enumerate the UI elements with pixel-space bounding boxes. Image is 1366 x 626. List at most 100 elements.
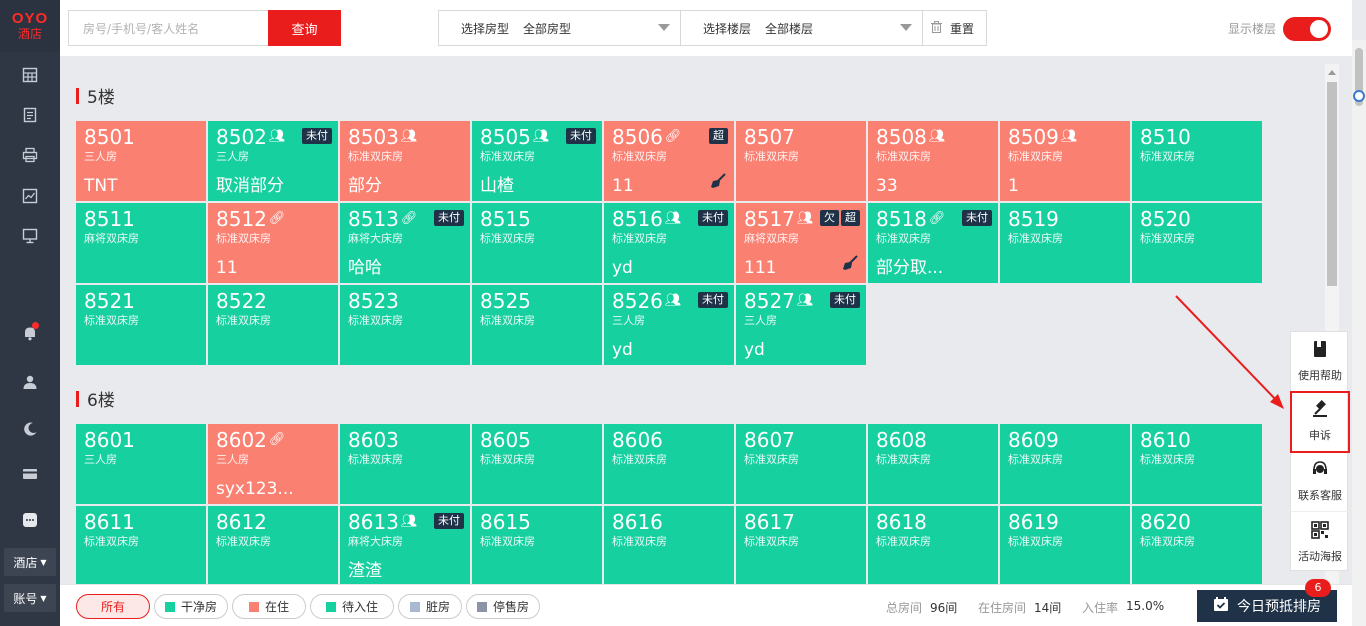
room-tile[interactable]: 8501 三人房 TNT [76,121,206,201]
room-tile[interactable]: 8521 标准双床房 [76,285,206,365]
room-tile[interactable]: 8510 标准双床房 [1132,121,1262,201]
room-tile[interactable]: 8620 标准双床房 [1132,506,1262,584]
help-panel: 使用帮助 申诉 联系客服 活动海报 [1290,331,1350,572]
floor-select[interactable]: 选择楼层 全部楼层 [680,10,923,46]
status-badge: 超 [841,210,860,226]
appeal-button[interactable]: 申诉 [1290,391,1350,453]
account-select[interactable]: 账号 ▼ [4,584,56,612]
room-tile[interactable]: 8519 标准双床房 [1000,203,1130,283]
room-tile[interactable]: 8602 🔗︎ 三人房 syx123... [208,424,338,504]
room-tile[interactable]: 8503 👥︎ 标准双床房 部分 [340,121,470,201]
room-number: 8607 [744,428,795,452]
legend-filter[interactable]: 所有 [76,594,150,619]
room-tile[interactable]: 8509 👥︎ 标准双床房 1 [1000,121,1130,201]
room-tile[interactable]: 8513 🔗︎ 麻将大床房 哈哈 未付 [340,203,470,283]
room-tile[interactable]: 8508 👥︎ 标准双床房 33 [868,121,998,201]
room-tile[interactable]: 8616 标准双床房 [604,506,734,584]
show-floor-toggle[interactable] [1283,17,1331,41]
room-number: 8618 [876,510,927,534]
legend-filter[interactable]: 待入住 [310,594,394,619]
room-tile[interactable]: 8608 标准双床房 [868,424,998,504]
room-tile[interactable]: 8619 标准双床房 [1000,506,1130,584]
room-number: 8505 [480,125,531,149]
chart-icon[interactable] [18,184,42,208]
scroll-handle[interactable] [1353,90,1365,102]
room-number: 8518 [876,207,927,231]
document-icon[interactable] [18,103,42,127]
grid-scrollbar-thumb[interactable] [1327,82,1337,286]
room-tile[interactable]: 8615 标准双床房 [472,506,602,584]
page-scrollbar[interactable] [1352,40,1366,626]
user-icon[interactable] [18,370,42,394]
room-type: 标准双床房 [1140,232,1195,245]
room-type: 三人房 [84,150,117,163]
room-number: 8513 [348,207,399,231]
room-type: 标准双床房 [876,232,931,245]
chat-icon[interactable] [18,508,42,532]
room-tile[interactable]: 8520 标准双床房 [1132,203,1262,283]
room-tile[interactable]: 8601 三人房 [76,424,206,504]
room-number-row: 8511 [84,207,198,231]
room-type: 麻将双床房 [84,232,139,245]
room-number-row: 8608 [876,428,990,452]
guest-name: yd [612,340,633,360]
room-tile[interactable]: 8607 标准双床房 [736,424,866,504]
room-number-row: 8619 [1008,510,1122,534]
room-tile[interactable]: 8515 标准双床房 [472,203,602,283]
legend-label: 所有 [100,600,125,614]
room-tile[interactable]: 8610 标准双床房 [1132,424,1262,504]
room-tile[interactable]: 8522 标准双床房 [208,285,338,365]
legend-filter[interactable]: 停售房 [466,594,540,619]
customer-service-button[interactable]: 联系客服 [1291,452,1349,512]
room-tile[interactable]: 8613 👥︎ 麻将大床房 渣渣 未付 [340,506,470,584]
legend-filter[interactable]: 脏房 [398,594,462,619]
room-tile[interactable]: 8523 标准双床房 [340,285,470,365]
legend-filter[interactable]: 干净房 [154,594,228,619]
printer-icon[interactable] [18,143,42,167]
room-tile[interactable]: 8603 标准双床房 [340,424,470,504]
bell-icon[interactable] [18,321,42,345]
occupied-rooms-stat: 在住房间 14间 [978,599,1061,616]
room-tile[interactable]: 8527 👥︎ 三人房 yd 未付 [736,285,866,365]
search-input[interactable]: 房号/手机号/客人姓名 [68,10,268,46]
room-number: 8606 [612,428,663,452]
card-icon[interactable] [18,462,42,486]
legend-filter[interactable]: 在住 [232,594,306,619]
room-tile[interactable]: 8506 🔗︎ 标准双床房 11 超 [604,121,734,201]
scrollbar-thumb[interactable] [1355,48,1363,106]
room-tile[interactable]: 8505 👥︎ 标准双床房 山楂 未付 [472,121,602,201]
room-tile[interactable]: 8502 👥︎ 三人房 取消部分 未付 [208,121,338,201]
room-tile[interactable]: 8606 标准双床房 [604,424,734,504]
floor-heading: 5楼 [76,83,115,108]
room-tile[interactable]: 8511 麻将双床房 [76,203,206,283]
hotel-select[interactable]: 酒店 ▼ [4,548,56,576]
room-tile[interactable]: 8611 标准双床房 [76,506,206,584]
room-tile[interactable]: 8526 👥︎ 三人房 yd 未付 [604,285,734,365]
room-number: 8525 [480,289,531,313]
room-tile[interactable]: 8618 标准双床房 [868,506,998,584]
scroll-up-arrow-icon[interactable] [1328,70,1336,75]
room-number: 8605 [480,428,531,452]
help-button[interactable]: 使用帮助 [1291,332,1349,392]
poster-button[interactable]: 活动海报 [1291,512,1349,572]
room-tile[interactable]: 8512 🔗︎ 标准双床房 11 [208,203,338,283]
reset-button[interactable]: 重置 [922,10,987,46]
room-tile[interactable]: 8525 标准双床房 [472,285,602,365]
room-tile[interactable]: 8516 👥︎ 标准双床房 yd 未付 [604,203,734,283]
room-tile[interactable]: 8507 标准双床房 [736,121,866,201]
room-tile[interactable]: 8612 标准双床房 [208,506,338,584]
room-type-select[interactable]: 选择房型 全部房型 [438,10,681,46]
room-tile[interactable]: 8517 👥︎ 麻将双床房 111 欠超 [736,203,866,283]
total-rooms-stat: 总房间 96间 [886,599,957,616]
grid-icon[interactable] [18,63,42,87]
room-type: 标准双床房 [348,150,403,163]
status-badge: 未付 [830,292,860,308]
room-tile[interactable]: 8609 标准双床房 [1000,424,1130,504]
search-button[interactable]: 查询 [268,10,341,46]
room-grid-area: 5楼 8501 三人房 TNT 8502 👥︎ 三人房 取消部分 未付 8503 👥︎ 标准双床房部… [60,56,1352,584]
monitor-icon[interactable] [18,224,42,248]
room-tile[interactable]: 8605 标准双床房 [472,424,602,504]
room-tile[interactable]: 8617 标准双床房 [736,506,866,584]
moon-icon[interactable] [18,417,42,441]
room-tile[interactable]: 8518 🔗︎ 标准双床房 部分取... 未付 [868,203,998,283]
